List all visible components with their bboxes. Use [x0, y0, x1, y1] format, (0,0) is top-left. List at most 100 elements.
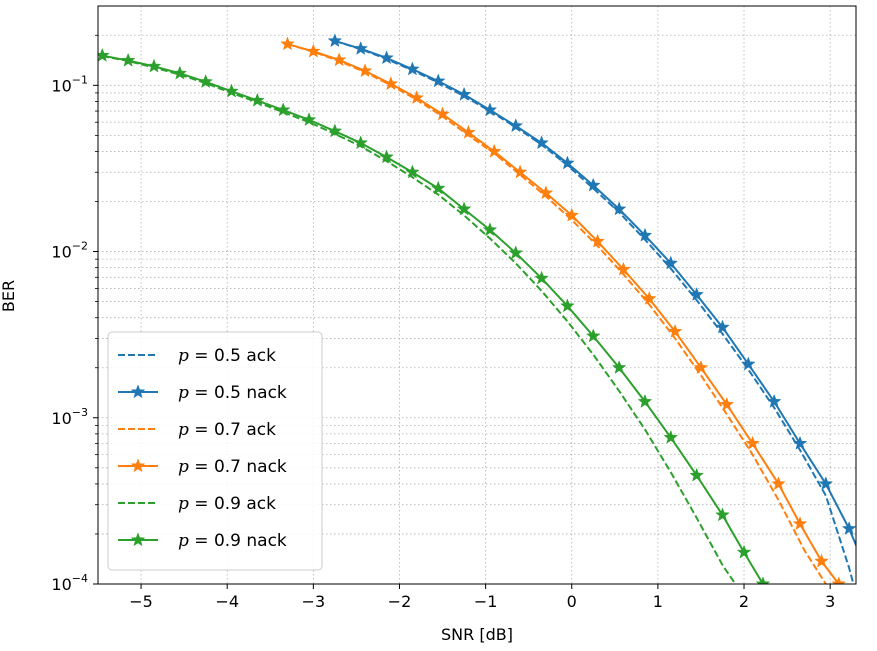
legend-marker: [130, 384, 146, 399]
x-tick-label: −3: [302, 592, 326, 611]
legend-item: p = 0.7 ack: [118, 420, 276, 440]
series-point: [482, 102, 498, 117]
series-point: [585, 177, 601, 192]
series-point: [379, 50, 394, 65]
legend-item: p = 0.7 nack: [118, 457, 287, 477]
series-point: [508, 118, 524, 133]
series-line: [287, 43, 827, 584]
series-point: [560, 155, 575, 170]
series-point: [405, 164, 420, 179]
legend-item: p = 0.5 nack: [118, 383, 287, 403]
series-point: [409, 90, 425, 105]
series-point: [736, 544, 752, 559]
legend-marker: [130, 458, 146, 473]
series-point: [719, 396, 735, 411]
series-point: [831, 576, 847, 584]
series-point: [456, 201, 472, 216]
series-point: [689, 286, 704, 301]
series-layer: [98, 33, 875, 584]
series-point: [306, 43, 321, 58]
series-point: [611, 360, 627, 374]
series-point: [766, 393, 782, 408]
series-point: [508, 245, 524, 260]
legend-item: p = 0.5 ack: [118, 346, 276, 366]
series-point: [715, 507, 730, 522]
series-point: [280, 36, 295, 51]
series-point: [224, 83, 239, 98]
series-6: [98, 47, 771, 584]
series-point: [512, 164, 528, 179]
plot-frame: [97, 5, 857, 585]
series-point: [327, 33, 343, 48]
series-point: [862, 568, 875, 581]
series-point: [667, 323, 683, 338]
series-point: [482, 222, 498, 237]
legend-item: p = 0.9 nack: [118, 531, 287, 551]
x-tick-label: 0: [567, 592, 577, 611]
series-point: [611, 201, 627, 216]
series-point: [585, 328, 601, 343]
series-point: [327, 123, 343, 138]
series-point: [715, 319, 730, 334]
series-point: [841, 521, 856, 535]
x-tick-label: 2: [739, 592, 749, 611]
series-point: [486, 143, 502, 158]
series-point: [405, 61, 420, 76]
series-point: [818, 476, 834, 491]
series-5: [102, 55, 737, 584]
series-point: [616, 261, 631, 276]
series-point: [689, 467, 704, 482]
series-point: [120, 52, 136, 67]
series-point: [198, 74, 214, 89]
axis-ticks: −5 −4 −3 −2 −1 0 1 2 3 10−1 10−2 10−3 10−4: [51, 34, 835, 611]
series-point: [641, 291, 657, 305]
series-point: [172, 65, 188, 80]
series-point: [534, 135, 549, 150]
series-point: [693, 360, 709, 374]
series-point: [792, 516, 808, 531]
series-point: [250, 92, 265, 107]
y-tick-label: 10−3: [51, 406, 88, 428]
legend-marker: [130, 532, 146, 547]
series-point: [740, 356, 756, 371]
series-point: [538, 185, 554, 200]
series-3: [287, 43, 827, 584]
series-point: [430, 73, 446, 88]
x-tick-label: −5: [129, 592, 153, 611]
y-axis-label: BER: [0, 280, 18, 312]
x-tick-label: −1: [474, 592, 498, 611]
series-point: [637, 393, 653, 408]
series-point: [379, 149, 394, 164]
legend-label: p = 0.5 ack: [178, 346, 276, 366]
series-4: [280, 36, 847, 584]
legend: p = 0.5 ack p = 0.5 nack p = 0.7 ack p = 0.…: [107, 331, 323, 571]
series-point: [771, 476, 786, 491]
series-point: [353, 135, 369, 150]
series-point: [461, 124, 476, 139]
legend-item: p = 0.9 ack: [118, 494, 276, 514]
series-point: [430, 180, 446, 195]
x-tick-label: 1: [653, 592, 663, 611]
series-point: [814, 553, 829, 568]
series-point: [353, 41, 369, 55]
series-point: [564, 207, 580, 222]
series-point: [745, 435, 760, 450]
legend-label: p = 0.5 nack: [178, 383, 287, 403]
legend-label: p = 0.7 nack: [178, 457, 287, 477]
series-point: [331, 52, 347, 67]
legend-label: p = 0.7 ack: [178, 420, 276, 440]
x-tick-label: 3: [825, 592, 835, 611]
y-tick-label: 10−2: [51, 240, 88, 262]
x-axis-label: SNR [dB]: [441, 625, 513, 644]
series-point: [560, 298, 575, 313]
series-line: [334, 39, 856, 548]
series-2: [327, 33, 875, 581]
series-point: [98, 47, 110, 62]
y-tick-label: 10−1: [51, 73, 88, 95]
series-point: [637, 227, 653, 242]
legend-label: p = 0.9 nack: [178, 531, 287, 551]
series-point: [663, 429, 679, 444]
series-point: [456, 86, 472, 101]
legend-label: p = 0.9 ack: [178, 494, 276, 514]
series-point: [275, 102, 291, 117]
